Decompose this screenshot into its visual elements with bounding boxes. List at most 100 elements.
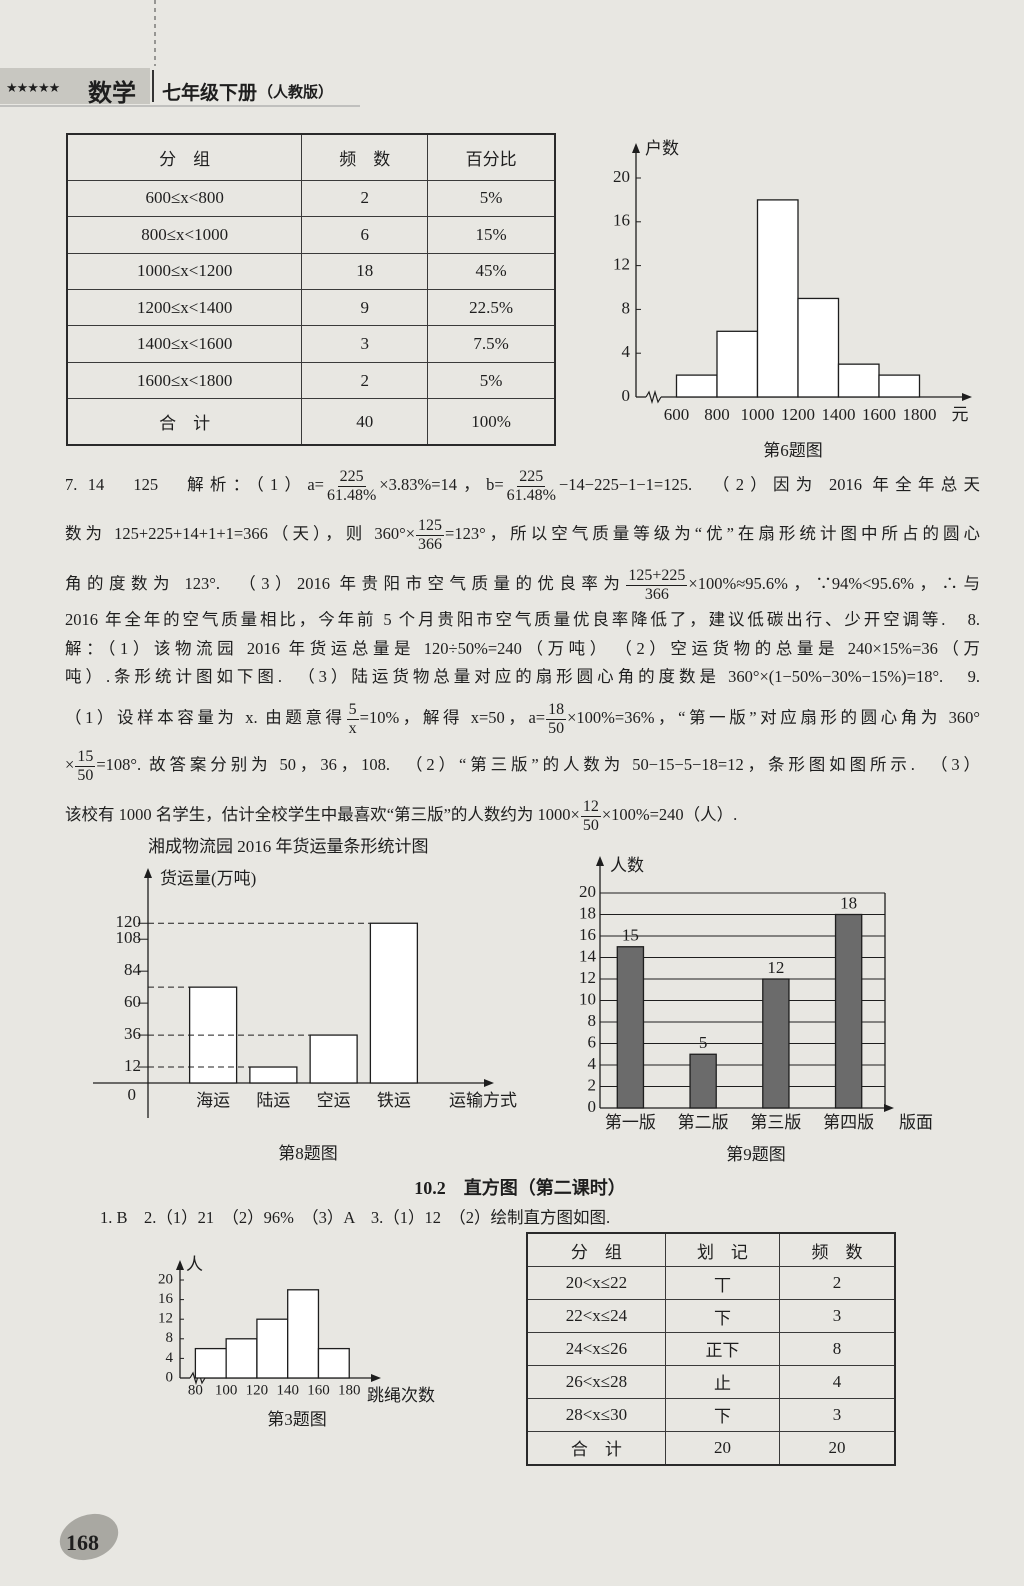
x-tick-label: 1400 [822, 405, 856, 424]
x-tick-label: 第二版 [678, 1113, 729, 1132]
tally-table: 分 组划 记频 数 20<x≤22 丅 2 22<x≤24 下 3 24<x≤26 正下 8 26<… [526, 1232, 896, 1466]
table-row: 28<x≤30 下 3 [526, 1397, 896, 1432]
text-run: ×100%≈95.6%，∵94%<95.6%，∴与 [688, 573, 980, 593]
denominator: 50 [582, 816, 599, 834]
histogram-bar [675, 374, 718, 398]
x-tick-label: 800 [704, 405, 730, 424]
x-axis-label: 元 [952, 405, 969, 424]
y-tick-label: 12 [579, 968, 596, 987]
numerator: 125+225 [626, 567, 688, 586]
fraction: 15 50 [75, 748, 96, 784]
axis-arrow [484, 1079, 494, 1087]
x-tick-label: 第一版 [605, 1113, 656, 1132]
text-run: 吨）.条形统计图如下图. （3）陆运货物总量对应的扇形圆心角的度数是 360°×… [65, 667, 980, 686]
table-cell: 1000≤x<1200 [66, 252, 303, 290]
histogram-bar [756, 199, 799, 398]
y-tick-label: 12 [124, 1056, 141, 1075]
x-tick-label: 160 [307, 1382, 330, 1398]
denominator: 61.48% [326, 486, 377, 504]
table-cell: 下 [664, 1397, 781, 1432]
x-axis-label: 跳绳次数 [367, 1386, 435, 1405]
histogram-bar [317, 1347, 350, 1379]
y-tick-label: 0 [128, 1085, 137, 1104]
text-run: ×100%=36%，“第一版”对应扇形的圆心角为 360° [567, 707, 980, 727]
text-line: 吨）.条形统计图如下图. （3）陆运货物总量对应的扇形圆心角的度数是 360°×… [65, 667, 980, 686]
histogram-bar [287, 1289, 320, 1379]
y-tick-label: 16 [613, 211, 630, 230]
y-tick-label: 20 [613, 167, 630, 186]
y-axis-label: 人 [186, 1255, 203, 1274]
table-header-cell: 百分比 [427, 133, 556, 181]
table-cell: 合 计 [66, 398, 303, 446]
bar [616, 946, 645, 1109]
table-cell: 22<x≤24 [526, 1299, 666, 1333]
axis-arrow [962, 393, 972, 401]
y-tick-label: 4 [588, 1054, 597, 1073]
y-tick-label: 8 [588, 1011, 597, 1030]
table-header-row: 分 组频 数百分比 [66, 133, 556, 181]
section-title: 10.2 直方图（第二课时） [414, 1178, 626, 1198]
y-tick-label: 12 [613, 255, 630, 274]
bar [369, 922, 419, 1084]
numerator: 225 [337, 468, 366, 487]
y-axis-label: 人数 [610, 856, 644, 875]
axis-break [645, 389, 662, 405]
x-tick-label: 海运 [196, 1091, 230, 1110]
table-cell: 4 [779, 1364, 896, 1399]
table-cell: 9 [301, 288, 429, 327]
text-run: 2016 年全年的空气质量相比，今年前 5 个月贵阳市空气质量优良率降低了，建议… [65, 610, 980, 629]
table-row: 600≤x<800 2 5% [66, 179, 556, 218]
chart-caption: 第3题图 [267, 1410, 327, 1429]
denominator: 61.48% [506, 486, 556, 504]
y-tick-label: 0 [588, 1097, 597, 1116]
histogram-bar [256, 1318, 289, 1379]
table-cell: 3 [779, 1299, 896, 1333]
histogram-bar [194, 1347, 227, 1379]
axis-arrow [371, 1374, 381, 1382]
bar [689, 1053, 717, 1109]
bar [834, 913, 863, 1109]
table-cell: 6 [301, 216, 429, 254]
table-cell: 5% [427, 179, 556, 218]
chart-caption: 第9题图 [726, 1145, 786, 1164]
text-run: 数为 125+225+14+1+1=366（天），则 360°× [65, 523, 416, 543]
axis-arrow [596, 856, 604, 866]
y-tick-label: 2 [588, 1075, 597, 1094]
y-tick-label: 12 [158, 1311, 173, 1327]
y-tick-label: 16 [158, 1291, 174, 1307]
numerator: 15 [75, 748, 96, 767]
fraction: 225 61.48% [505, 468, 558, 504]
text-line: 数为 125+225+14+1+1=366（天），则 360°× 125 366 =1… [65, 517, 980, 553]
text-run: 该校有 1000 名学生，估计全校学生中最喜欢“第三版”的人数约为 1000× [65, 804, 580, 824]
data-label: 5 [699, 1033, 708, 1052]
y-tick-label: 120 [116, 912, 142, 931]
text-run: ×3.83%=14，b= [379, 474, 504, 494]
y-tick-label: 18 [579, 903, 596, 922]
table-header-cell: 频 数 [779, 1232, 896, 1268]
x-tick-label: 1600 [862, 405, 896, 424]
table-cell: 3 [301, 325, 429, 363]
y-tick-label: 0 [166, 1369, 174, 1385]
table-header-cell: 分 组 [66, 133, 303, 181]
x-tick-label: 1200 [781, 405, 815, 424]
frequency-table: 分 组频 数百分比 600≤x<800 2 5% 800≤x<1000 6 15% 1000≤… [66, 133, 556, 446]
y-tick-label: 0 [622, 386, 631, 405]
table-row: 1000≤x<1200 18 45% [66, 252, 556, 290]
y-axis-label: 货运量(万吨) [160, 869, 256, 888]
text-line: × 15 50 =108°. 故答案分别为 50，36，108. （2）“第三版”的人… [65, 748, 980, 784]
page-number-leaf [59, 1513, 119, 1561]
x-axis-label: 运输方式 [449, 1091, 517, 1110]
text-run: × [65, 754, 75, 774]
table-row: 22<x≤24 下 3 [526, 1299, 896, 1333]
section-answers: 1. B 2.（1）21 （2）96% （3）A 3.（1）12 （2）绘制直方… [100, 1208, 611, 1227]
y-tick-label: 108 [116, 928, 142, 947]
table-header-cell: 划 记 [664, 1232, 781, 1268]
x-tick-label: 第四版 [823, 1113, 874, 1132]
histogram-bar [878, 374, 921, 398]
table-cell: 22.5% [427, 288, 556, 327]
table-row: 合 计 40 100% [66, 398, 556, 446]
header-edition: （人教版） [258, 85, 334, 101]
text-line: 2016 年全年的空气质量相比，今年前 5 个月贵阳市空气质量优良率降低了，建议… [65, 610, 980, 629]
histogram-bar [797, 297, 840, 398]
table-cell: 18 [301, 252, 429, 290]
